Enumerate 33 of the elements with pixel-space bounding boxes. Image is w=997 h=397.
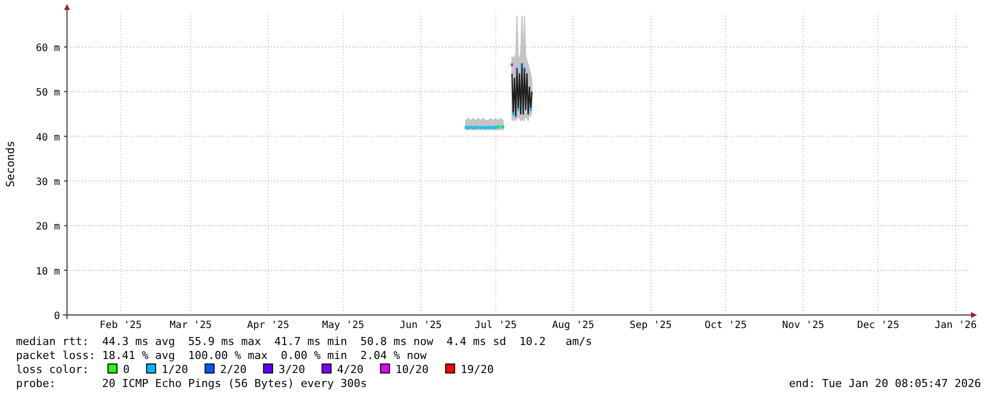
text: packet loss: 18.41 % avg 100.00 % max 0.00 % min 2.04 % now	[16, 349, 427, 362]
x-tick-label: Jun '25	[400, 320, 442, 331]
legend-label: 19/20	[460, 363, 494, 376]
legend-label: 3/20	[278, 363, 306, 376]
line-series	[511, 64, 533, 117]
legend-label: 0	[123, 363, 130, 376]
x-tick-label: Aug '25	[552, 320, 594, 331]
x-tick-label: Mar '25	[170, 320, 212, 331]
y-tick-label: 10 m	[36, 266, 60, 278]
y-tick-label: 0	[54, 311, 60, 322]
x-tick-label: Nov '25	[782, 320, 824, 331]
x-tick-label: Feb '25	[100, 320, 142, 331]
y-tick-label: 20 m	[36, 222, 60, 233]
y-tick-label: 60 m	[36, 42, 60, 54]
text: end: Tue Jan 20 08:05:47 2026	[788, 377, 981, 390]
y-tick-label: 40 m	[36, 132, 60, 144]
legend-label: 2/20	[220, 363, 247, 376]
legend-label: 4/20	[337, 363, 364, 376]
x-tick-label: Sep '25	[630, 320, 672, 331]
x-tick-label: May '25	[322, 320, 364, 331]
x-tick-label: Jul '25	[474, 320, 517, 331]
y-tick-label: 50 m	[36, 88, 60, 99]
x-tick-label: Jan '26	[934, 320, 977, 331]
legend-label: 1/20	[162, 363, 188, 376]
y-axis-title: Seconds	[4, 140, 17, 188]
x-tick-label: Oct '25	[704, 320, 747, 331]
x-tick-label: Dec '25	[857, 320, 900, 331]
text: median rtt: 44.3 ms avg 55.9 ms max 41.7 ms min 50.8 ms now 4.4 ms sd 10.2 am/s	[16, 335, 592, 348]
legend-label: 10/20	[396, 363, 429, 376]
text: probe: 20 ICMP Echo Pings (56 Bytes) every 300s	[16, 377, 367, 390]
legend-title: loss color:	[16, 363, 89, 376]
x-tick-label: Apr '25	[247, 320, 290, 331]
y-tick-label: 30 m	[36, 176, 60, 188]
